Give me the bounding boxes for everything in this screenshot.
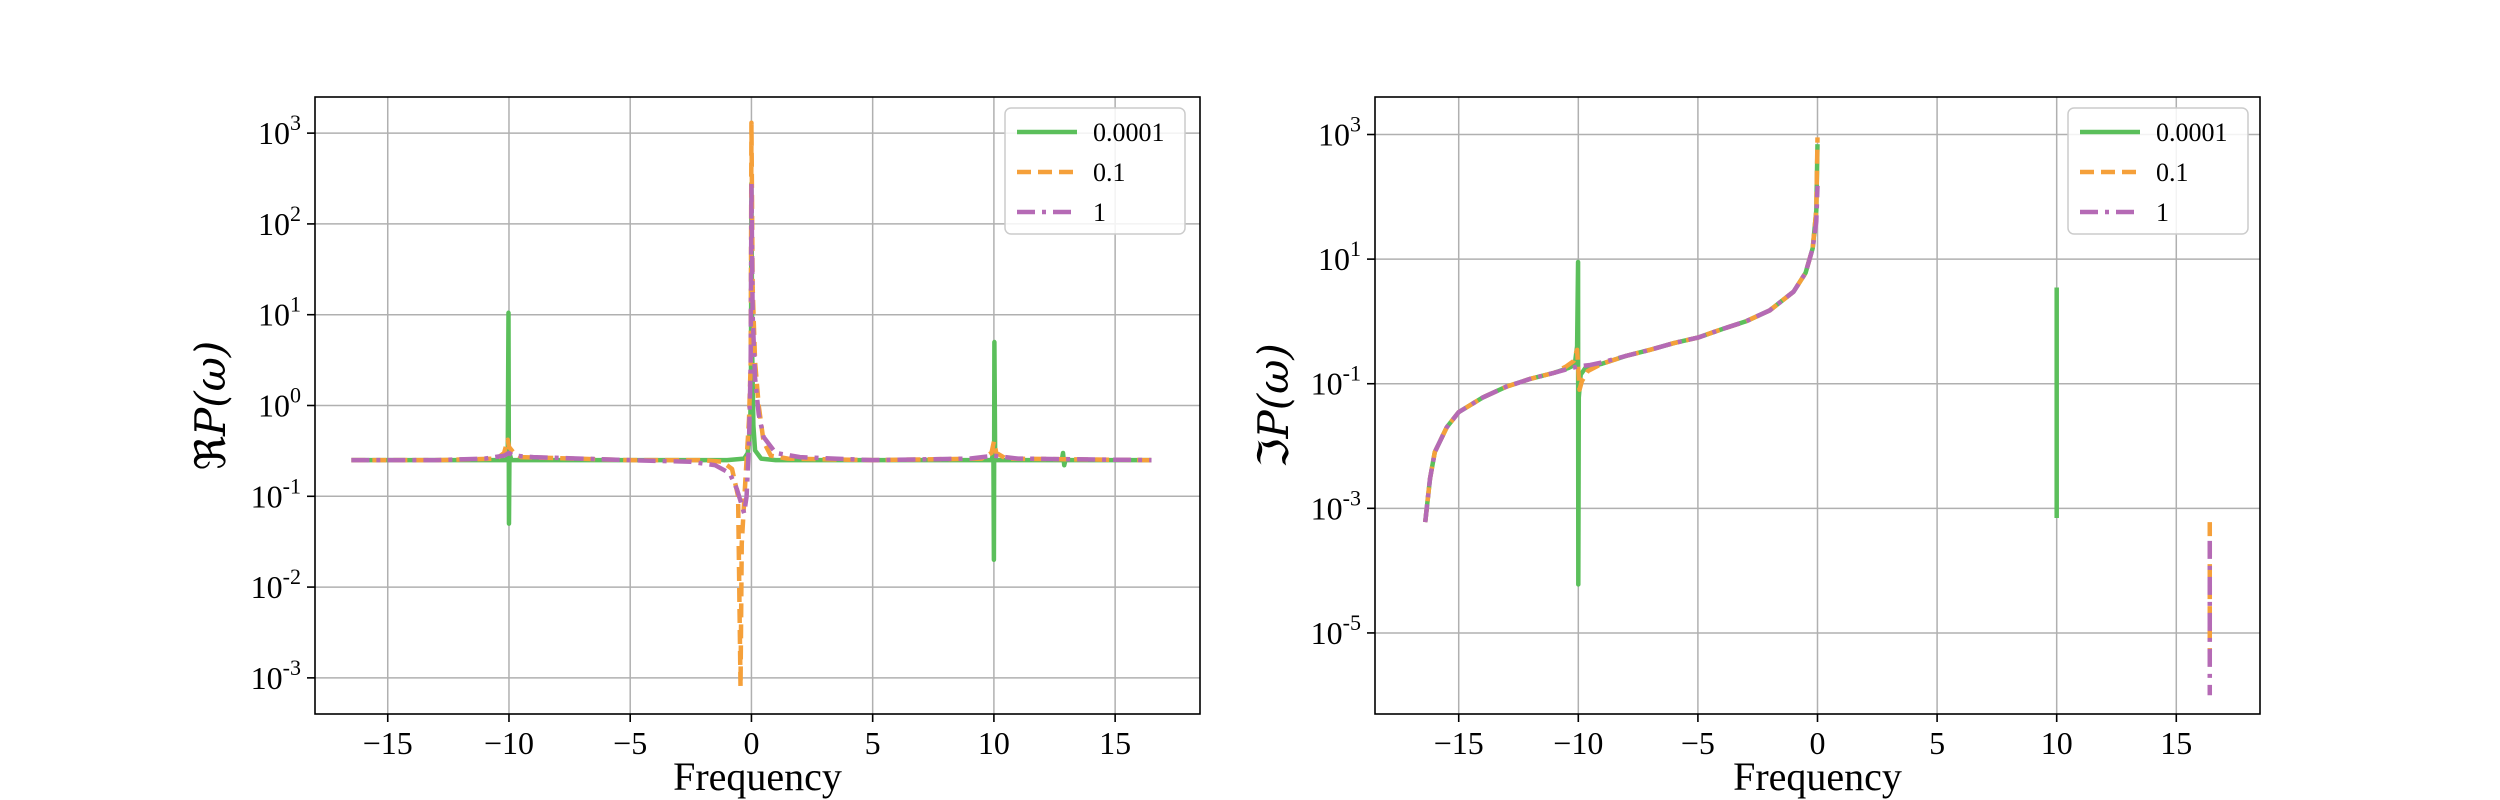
legend-label: 0.0001 <box>1093 118 1165 147</box>
series-line-0.0001-seg0 <box>1422 144 1820 587</box>
legend-frame <box>1004 107 1186 235</box>
x-tick-label: −15 <box>363 725 413 761</box>
y-axis-label: ℑP(ω) <box>1249 343 1298 468</box>
series-line-1-seg0 <box>1422 185 1820 523</box>
series-line-0.0001 <box>351 181 1152 562</box>
x-tick-label: −10 <box>484 725 534 761</box>
left-chart-real-part: −15 −10 −5 0 5 10 15 10-3 10-2 10-1 100 101 102 103 Fr… <box>186 96 1201 799</box>
x-tick-label: 0 <box>1810 725 1826 761</box>
y-tick-label: 10-2 <box>251 564 301 605</box>
legend-label: 0.1 <box>1093 158 1126 187</box>
x-tick-label: −15 <box>1434 725 1484 761</box>
x-tick-label: 5 <box>1929 725 1945 761</box>
x-tick-label: −5 <box>613 725 647 761</box>
x-tick-label: 15 <box>1099 725 1131 761</box>
x-tick-label: 10 <box>2041 725 2073 761</box>
y-tick-label: 101 <box>258 292 301 333</box>
y-tick-label: 103 <box>258 110 301 151</box>
right-chart-imaginary-part: −15 −10 −5 0 5 10 15 10-5 10-3 10-1 101 103 Frequenc… <box>1249 96 2261 799</box>
series-line-0.1 <box>351 120 1152 689</box>
y-tick-label: 101 <box>1318 236 1361 277</box>
x-tick-label: 10 <box>978 725 1010 761</box>
y-axis-label: ℜP(ω) <box>186 341 235 470</box>
series-line-1 <box>351 181 1152 516</box>
y-tick-label: 10-1 <box>251 473 301 514</box>
y-tick-label: 10-3 <box>1311 485 1361 526</box>
legend-label: 0.1 <box>2156 158 2189 187</box>
legend-label: 1 <box>1093 198 1106 227</box>
y-tick-label: 10-1 <box>1311 361 1361 402</box>
x-tick-label: 5 <box>865 725 881 761</box>
y-tick-label: 10-3 <box>251 655 301 696</box>
x-tick-label: −10 <box>1553 725 1603 761</box>
series-group <box>351 120 1152 689</box>
x-axis-label: Frequency <box>1733 754 1902 799</box>
legend: 0.0001 0.1 1 <box>2067 107 2249 235</box>
legend-label: 0.0001 <box>2156 118 2228 147</box>
y-tick-label: 103 <box>1318 112 1361 153</box>
y-tick-label: 102 <box>258 201 301 242</box>
legend: 0.0001 0.1 1 <box>1004 107 1186 235</box>
series-group <box>1422 137 2213 696</box>
legend-label: 1 <box>2156 198 2169 227</box>
x-tick-label: −5 <box>1681 725 1715 761</box>
y-tick-label: 100 <box>258 383 301 424</box>
x-axis-label: Frequency <box>673 754 842 799</box>
x-tick-label: 0 <box>743 725 759 761</box>
y-tick-label: 10-5 <box>1311 610 1361 651</box>
series-line-0.1-seg0 <box>1422 137 1820 523</box>
x-tick-label: 15 <box>2160 725 2192 761</box>
legend-frame <box>2067 107 2249 235</box>
